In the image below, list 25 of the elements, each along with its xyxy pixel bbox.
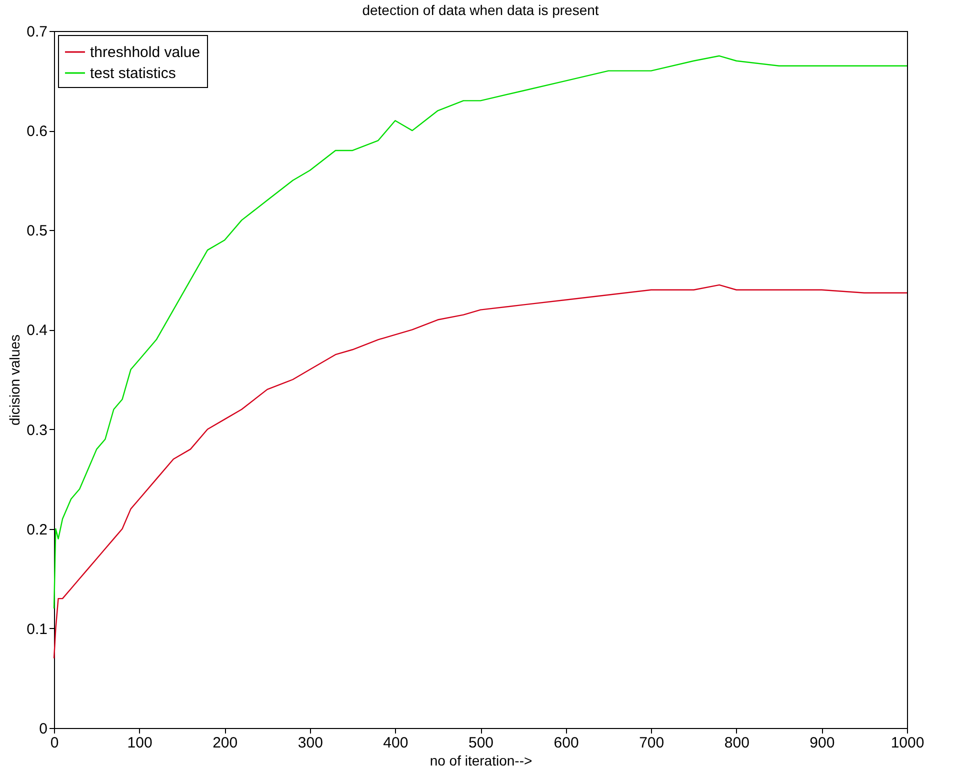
x-tick-label: 100 — [127, 734, 152, 752]
y-tick-label: 0.5 — [26, 222, 48, 240]
legend-label: threshhold value — [90, 44, 200, 61]
x-tick-label: 1000 — [890, 734, 924, 752]
y-tick-label: 0.1 — [26, 620, 48, 638]
x-tick-label: 400 — [383, 734, 408, 752]
y-tick-label: 0.6 — [26, 123, 48, 140]
x-tick-label: 700 — [639, 734, 664, 752]
x-tick-label: 500 — [468, 734, 494, 752]
y-tick-label: 0 — [39, 720, 48, 738]
y-tick-label: 0.4 — [26, 322, 48, 340]
x-tick-label: 200 — [212, 734, 238, 752]
chart-title: detection of data when data is present — [362, 2, 599, 18]
y-tick-label: 0.2 — [26, 521, 48, 538]
y-tick-label: 0.3 — [26, 422, 48, 439]
y-axis-title: dicision values — [6, 334, 23, 426]
x-tick-label: 600 — [554, 734, 579, 752]
y-tick-label: 0.7 — [26, 24, 48, 40]
x-tick-label: 800 — [724, 734, 750, 752]
line-series — [53, 284, 908, 659]
x-tick-label: 0 — [50, 734, 59, 752]
legend-label: test statistics — [90, 65, 176, 82]
x-tick-label: 900 — [810, 734, 835, 752]
x-tick-label: 300 — [298, 734, 323, 752]
x-axis-title: no of iteration--> — [430, 752, 532, 768]
